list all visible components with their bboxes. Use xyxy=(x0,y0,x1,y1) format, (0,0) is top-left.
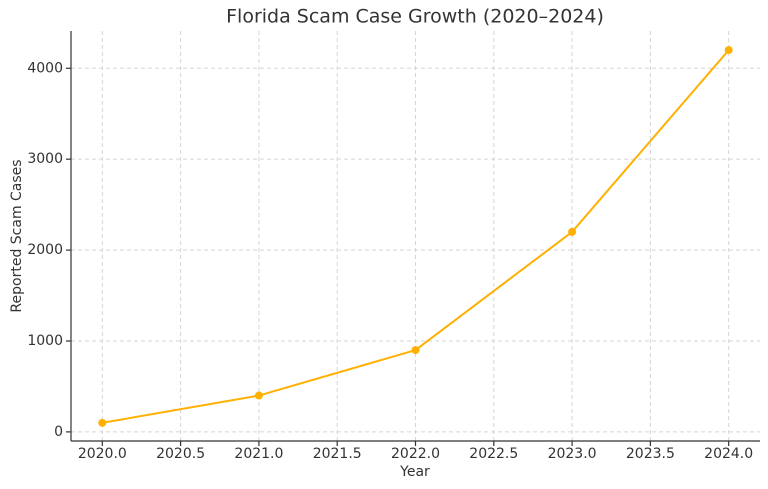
x-axis-label: Year xyxy=(399,464,430,480)
x-tick-label: 2023.0 xyxy=(548,446,597,462)
y-tick-label: 4000 xyxy=(27,60,63,76)
y-tick-label: 3000 xyxy=(27,151,63,167)
x-tick-label: 2020.0 xyxy=(78,446,127,462)
x-tick-label: 2022.0 xyxy=(391,446,440,462)
point xyxy=(254,391,263,400)
x-tick-label: 2020.5 xyxy=(156,446,205,462)
x-tick-label: 2024.0 xyxy=(704,446,753,462)
point xyxy=(411,346,420,355)
chart-title: Florida Scam Case Growth (2020–2024) xyxy=(226,6,604,28)
point xyxy=(724,46,733,55)
x-tick-label: 2022.5 xyxy=(469,446,518,462)
x-tick-label: 2023.5 xyxy=(626,446,675,462)
x-tick-label: 2021.5 xyxy=(313,446,362,462)
y-axis-label: Reported Scam Cases xyxy=(9,159,25,312)
point xyxy=(98,418,107,427)
point xyxy=(568,227,577,236)
y-tick-label: 2000 xyxy=(27,242,63,258)
x-tick-label: 2021.0 xyxy=(234,446,283,462)
y-tick-label: 0 xyxy=(54,424,63,440)
y-tick-label: 1000 xyxy=(27,333,63,349)
